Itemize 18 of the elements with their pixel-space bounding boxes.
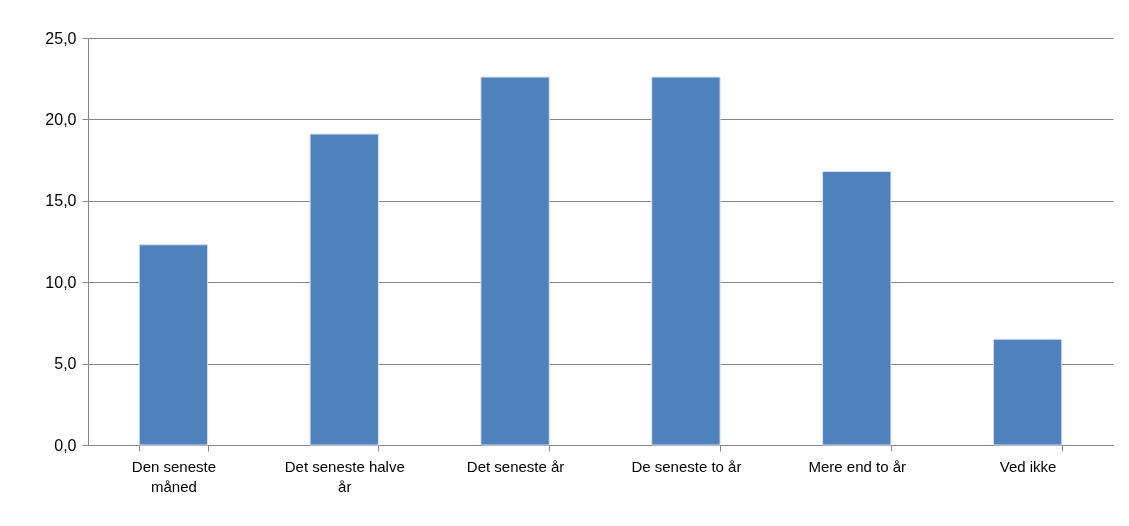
y-tick-label: 25,0 (45, 29, 77, 47)
y-tick-label: 20,0 (45, 110, 77, 128)
bar (138, 244, 209, 446)
x-tick-label: De seneste to år (631, 457, 742, 475)
x-tick-label: Mere end to år (808, 457, 907, 475)
x-tick-label: Ved ikke (999, 457, 1057, 475)
bar (992, 338, 1063, 446)
y-tick-label: 10,0 (45, 273, 77, 291)
bar (822, 171, 892, 446)
y-tick-label: 15,0 (45, 192, 77, 210)
bar (651, 76, 721, 446)
x-tick-label: Det seneste år (466, 457, 565, 475)
bar (480, 76, 550, 446)
x-tick-label: Det seneste halve år (284, 457, 405, 495)
bar (309, 133, 379, 446)
y-tick-label: 0,0 (54, 436, 77, 454)
y-tick-label: 5,0 (54, 355, 77, 373)
x-tick-label: Den seneste måned (131, 457, 217, 495)
